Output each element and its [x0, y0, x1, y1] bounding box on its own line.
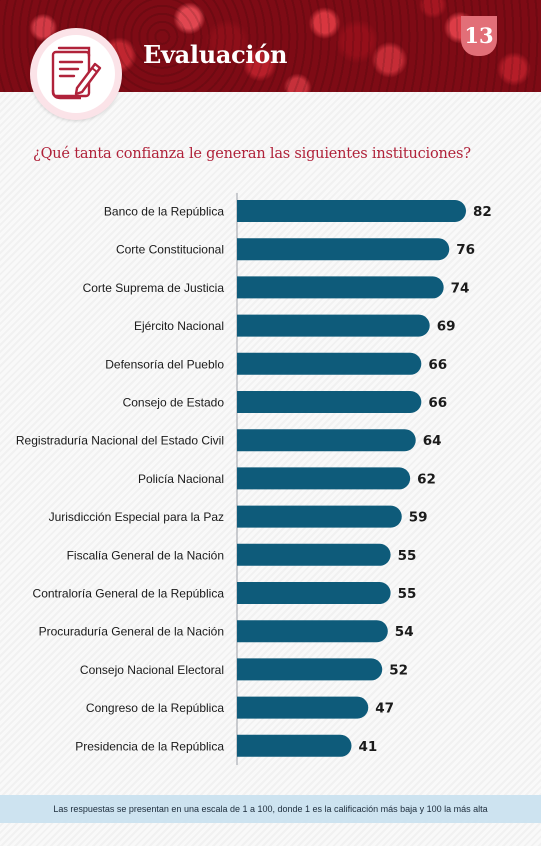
page-title: Evaluación: [143, 40, 288, 69]
category-label-4: Defensoría del Pueblo: [105, 357, 224, 371]
value-label-1: 76: [456, 242, 475, 258]
category-label-1: Corte Constitucional: [116, 243, 224, 257]
category-label-10: Contraloría General de la República: [33, 587, 225, 601]
bar-12: [237, 658, 383, 681]
bar-5: [237, 391, 422, 413]
value-label-13: 47: [375, 701, 394, 717]
bar-13: [237, 696, 369, 719]
footer-note: Las respuestas se presentan en una escal…: [0, 795, 541, 823]
category-label-9: Fiscalía General de la Nación: [67, 548, 224, 562]
bar-6: [237, 429, 416, 452]
value-label-7: 62: [417, 471, 436, 487]
chart-question: ¿Qué tanta confianza le generan las sigu…: [33, 146, 471, 162]
value-label-0: 82: [473, 204, 492, 220]
category-label-2: Corte Suprema de Justicia: [83, 281, 225, 295]
category-label-5: Consejo de Estado: [123, 396, 225, 410]
page-number-badge: 13: [461, 16, 497, 56]
category-label-8: Jurisdicción Especial para la Paz: [49, 510, 224, 524]
value-label-2: 74: [451, 280, 470, 296]
bar-1: [237, 238, 450, 261]
value-label-4: 66: [428, 357, 447, 373]
value-label-8: 59: [409, 510, 428, 526]
value-label-9: 55: [398, 548, 417, 564]
bar-8: [237, 505, 402, 528]
bar-0: [237, 200, 466, 222]
category-label-14: Presidencia de la República: [75, 739, 224, 753]
bar-2: [237, 276, 444, 299]
category-label-12: Consejo Nacional Electoral: [80, 663, 224, 677]
value-label-14: 41: [359, 739, 378, 755]
category-label-3: Ejército Nacional: [134, 319, 224, 333]
bar-4: [237, 352, 422, 375]
bar-9: [237, 543, 391, 566]
header-icon-badge: [30, 28, 122, 120]
value-label-12: 52: [389, 662, 408, 678]
category-label-11: Procuraduría General de la Nación: [39, 625, 224, 639]
category-label-6: Registraduría Nacional del Estado Civil: [16, 434, 224, 448]
document-pen-icon: [51, 46, 102, 100]
category-label-7: Policía Nacional: [138, 472, 224, 486]
category-label-0: Banco de la República: [104, 205, 224, 219]
bar-14: [237, 734, 352, 757]
bar-3: [237, 314, 430, 337]
value-label-3: 69: [437, 319, 456, 335]
category-label-13: Congreso de la República: [86, 701, 224, 715]
value-label-10: 55: [398, 586, 417, 602]
value-label-11: 54: [395, 624, 414, 640]
bar-10: [237, 582, 391, 604]
bar-11: [237, 620, 388, 643]
value-label-6: 64: [423, 433, 442, 449]
value-label-5: 66: [428, 395, 447, 411]
bar-7: [237, 467, 411, 490]
